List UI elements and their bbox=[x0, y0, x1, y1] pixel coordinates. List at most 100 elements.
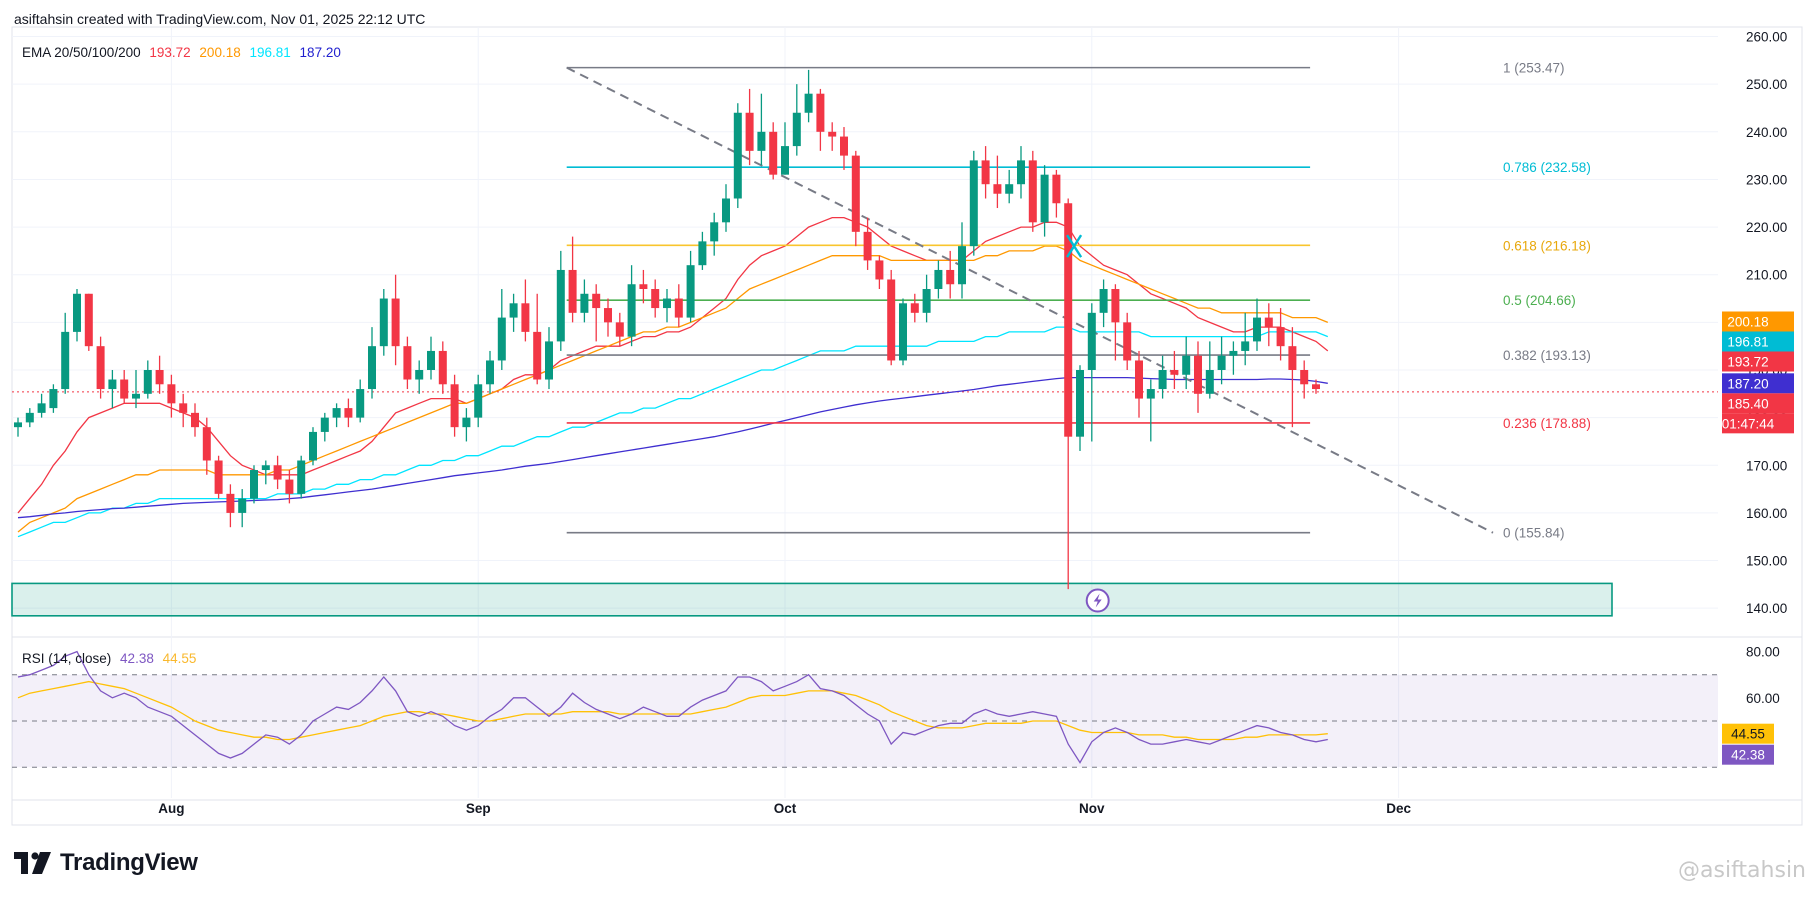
candle-body bbox=[887, 279, 896, 361]
candle-body bbox=[981, 160, 990, 185]
tradingview-logo-icon bbox=[14, 852, 51, 874]
rsi-value-badge bbox=[1722, 744, 1774, 765]
candle-body bbox=[910, 303, 919, 313]
candle-body bbox=[1264, 317, 1273, 328]
rsi-lines bbox=[12, 650, 1718, 768]
price-tick-label: 170.00 bbox=[1746, 458, 1787, 473]
axis-price-badge-text: 185.40 bbox=[1727, 396, 1768, 411]
candle-body bbox=[462, 417, 471, 428]
chart-frame bbox=[11, 26, 1803, 826]
price-labels: 200.18 196.81 193.72 187.20 185.40 01:47:44 bbox=[1722, 311, 1794, 434]
ema50-value: 200.18 bbox=[199, 45, 241, 60]
rsi-legend[interactable]: RSI (14, close) 42.38 44.55 bbox=[22, 651, 201, 666]
candle-body bbox=[722, 198, 730, 223]
brand-name: TradingView bbox=[60, 849, 198, 876]
candle-body bbox=[84, 293, 93, 347]
attribution-text: asiftahsin created with TradingView.com,… bbox=[14, 11, 426, 27]
fib-level-label: 0.236 (178.88) bbox=[1503, 416, 1591, 431]
candle-body bbox=[840, 136, 848, 156]
time-tick-label: Sep bbox=[466, 801, 491, 816]
time-tick-label: Oct bbox=[774, 801, 797, 816]
candle-body bbox=[179, 403, 188, 413]
candle-body bbox=[155, 369, 164, 385]
candle-body bbox=[438, 350, 447, 385]
ema100-value: 196.81 bbox=[249, 45, 291, 60]
axis-price-badge bbox=[1722, 393, 1794, 414]
candle-body bbox=[1288, 346, 1297, 370]
candle-body bbox=[191, 412, 199, 428]
candle-body bbox=[958, 246, 966, 285]
candle-body bbox=[238, 498, 247, 513]
candle-body bbox=[1182, 355, 1191, 375]
rsi-line bbox=[17, 650, 1328, 764]
candle-body bbox=[427, 350, 435, 370]
rsi-ma-line bbox=[17, 680, 1328, 741]
candle-body bbox=[1217, 355, 1226, 370]
candle-body bbox=[61, 331, 70, 390]
candle-body bbox=[108, 379, 117, 390]
price-tick-label: 210.00 bbox=[1746, 268, 1787, 283]
candle-body bbox=[1064, 203, 1073, 437]
candle-body bbox=[592, 293, 601, 309]
candle-body bbox=[143, 369, 152, 394]
axis-price-badge bbox=[1722, 331, 1794, 352]
candle-body bbox=[1111, 289, 1120, 323]
candle-body bbox=[533, 331, 542, 380]
candle-body bbox=[1052, 174, 1061, 204]
rsi-axis[interactable]: 80.00 60.00 44.55 42.38 bbox=[1722, 645, 1780, 765]
fib-level-label: 1 (253.47) bbox=[1503, 61, 1565, 76]
candle-body bbox=[1146, 389, 1155, 399]
candle-body bbox=[202, 427, 211, 461]
candle-body bbox=[96, 346, 105, 390]
candle-body bbox=[49, 389, 58, 409]
candle-body bbox=[297, 460, 306, 494]
candle-body bbox=[993, 184, 1002, 194]
candle-body bbox=[403, 346, 412, 380]
candle-body bbox=[214, 460, 223, 494]
candle-body bbox=[1087, 312, 1096, 370]
candle-body bbox=[474, 384, 483, 418]
rsi-value: 42.38 bbox=[120, 651, 154, 666]
candle-body bbox=[344, 408, 353, 418]
candle-body bbox=[25, 412, 34, 423]
candle-body bbox=[37, 403, 46, 413]
lightning-bolt-icon bbox=[1093, 593, 1102, 608]
author-watermark: @asiftahsin bbox=[1678, 858, 1806, 883]
fib-level-label: 0.786 (232.58) bbox=[1503, 160, 1591, 175]
time-tick-label: Dec bbox=[1386, 801, 1411, 816]
candle-body bbox=[1300, 369, 1309, 385]
candle-body bbox=[781, 146, 789, 175]
price-tick-label: 220.00 bbox=[1746, 220, 1787, 235]
rsi-value-badge bbox=[1722, 723, 1774, 744]
ema50-line bbox=[17, 245, 1329, 533]
rsi-value-badge-text: 42.38 bbox=[1731, 748, 1765, 763]
candle-body bbox=[1229, 350, 1238, 356]
candle-body bbox=[415, 369, 424, 380]
time-axis[interactable]: Aug Sep Oct Nov Dec bbox=[158, 801, 1411, 816]
trend-line[interactable] bbox=[566, 66, 1494, 534]
candle-body bbox=[710, 222, 719, 242]
candle-body bbox=[368, 346, 376, 390]
candle-body bbox=[934, 269, 943, 290]
candle-body bbox=[1017, 160, 1025, 185]
candle-body bbox=[309, 431, 317, 461]
ema20-value: 193.72 bbox=[149, 45, 191, 60]
candle-body bbox=[663, 298, 671, 309]
candle-body bbox=[356, 389, 365, 418]
candle-body bbox=[698, 241, 707, 266]
rsi-tick-label: 80.00 bbox=[1746, 645, 1780, 660]
axis-price-badge bbox=[1722, 311, 1794, 332]
price-tick-label: 250.00 bbox=[1746, 77, 1787, 92]
candle-body bbox=[167, 384, 176, 404]
candle-body bbox=[132, 393, 140, 399]
ema-legend[interactable]: EMA 20/50/100/200 193.72 200.18 196.81 1… bbox=[22, 45, 346, 60]
axis-price-badge bbox=[1722, 413, 1794, 434]
candle-body bbox=[509, 303, 518, 318]
fib-levels[interactable]: 1 (253.47) 0.786 (232.58) 0.618 (216.18) 0.… bbox=[566, 61, 1591, 541]
candle-body bbox=[379, 298, 388, 347]
candle-body bbox=[733, 112, 742, 199]
price-tick-label: 160.00 bbox=[1746, 506, 1787, 521]
candle-body bbox=[604, 308, 612, 323]
tradingview-logo[interactable]: TradingView bbox=[14, 849, 198, 877]
